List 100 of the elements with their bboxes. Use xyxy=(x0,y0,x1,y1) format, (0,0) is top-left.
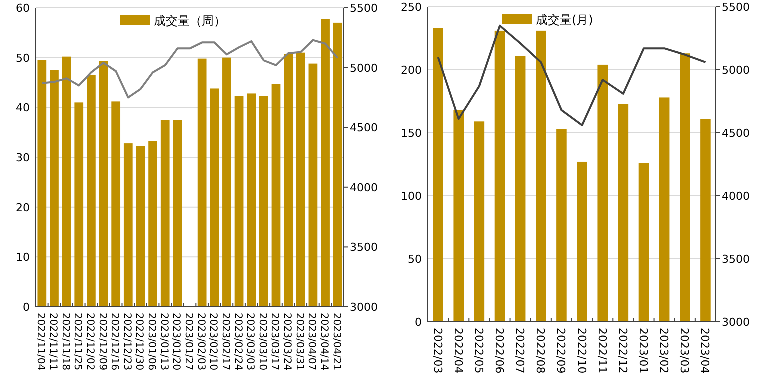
x-tick-label: 2023/01/13 xyxy=(158,313,170,371)
x-tick-label: 2022/07 xyxy=(514,328,527,374)
y2-tick-label: 5000 xyxy=(350,62,378,75)
x-tick-label: 2022/09 xyxy=(554,328,568,374)
x-tick-label: 2023/03/10 xyxy=(256,313,268,371)
bar xyxy=(38,60,47,307)
x-tick-label: 2022/12/09 xyxy=(96,313,108,371)
bar xyxy=(198,58,207,307)
y2-tick-label: 4000 xyxy=(722,190,750,203)
bar xyxy=(598,64,608,322)
x-tick-label: 2022/12/02 xyxy=(84,313,96,371)
bar xyxy=(308,64,318,307)
x-tick-label: 2022/04 xyxy=(452,328,465,374)
x-tick-label: 2022/11/04 xyxy=(35,313,46,371)
bar xyxy=(210,88,220,307)
x-tick-label: 2023/02/17 xyxy=(220,313,231,371)
x-tick-label: 2023/02/10 xyxy=(208,313,219,371)
y-tick-label: 30 xyxy=(16,152,30,164)
x-tick-label: 2022/12 xyxy=(616,328,630,374)
y-tick-label: 150 xyxy=(401,127,422,140)
x-tick-label: 2022/12/23 xyxy=(121,313,132,371)
bar xyxy=(680,54,690,322)
x-tick-label: 2022/11/11 xyxy=(47,313,58,371)
x-tick-label: 2023/01/06 xyxy=(146,313,158,371)
x-tick-label: 2023/01 xyxy=(637,328,650,374)
y-tick-label: 0 xyxy=(23,301,30,314)
x-tick-label: 2022/11 xyxy=(596,328,609,374)
x-tick-label: 2023/03/17 xyxy=(269,313,280,371)
bar xyxy=(556,129,567,322)
y-tick-label: 50 xyxy=(408,253,422,266)
x-tick-label: 2023/03/31 xyxy=(294,313,305,371)
legend-label: 成交量（周） xyxy=(154,14,226,28)
y-tick-label: 250 xyxy=(401,1,422,14)
x-tick-label: 2023/01/20 xyxy=(170,313,182,371)
bar xyxy=(50,70,59,307)
y-tick-label: 100 xyxy=(401,190,422,203)
bar xyxy=(124,144,133,307)
bar xyxy=(454,110,464,322)
y-tick-label: 50 xyxy=(16,52,30,65)
bar xyxy=(474,122,485,322)
bar xyxy=(234,96,244,307)
x-tick-label: 2022/05 xyxy=(472,328,486,374)
x-tick-label: 2023/02/03 xyxy=(195,313,206,371)
bar xyxy=(222,58,232,307)
bar xyxy=(321,19,330,307)
bar xyxy=(87,75,96,307)
x-tick-label: 2022/12/16 xyxy=(109,313,120,371)
bar xyxy=(659,98,670,322)
bar xyxy=(136,146,146,307)
y2-tick-label: 4500 xyxy=(722,127,750,140)
x-tick-label: 2023/04/14 xyxy=(318,313,330,371)
bar xyxy=(112,102,121,307)
y-tick-label: 10 xyxy=(16,251,30,264)
x-tick-label: 2022/03 xyxy=(431,328,444,374)
x-tick-label: 2022/11/25 xyxy=(72,313,84,371)
y2-tick-label: 4000 xyxy=(350,181,378,194)
x-tick-label: 2022/10 xyxy=(575,328,588,374)
bar xyxy=(247,94,256,307)
bar xyxy=(618,104,629,322)
bar xyxy=(536,30,546,322)
y-tick-label: 60 xyxy=(16,2,30,15)
bar xyxy=(74,102,84,307)
x-tick-label: 2023/02/24 xyxy=(232,313,244,371)
bar xyxy=(272,84,281,307)
y-tick-label: 0 xyxy=(415,316,422,329)
y2-tick-label: 5500 xyxy=(350,2,378,15)
x-tick-label: 2022/08 xyxy=(534,328,548,374)
y2-tick-label: 5500 xyxy=(722,1,750,14)
bar xyxy=(494,30,506,322)
bar xyxy=(284,54,293,307)
bar xyxy=(700,119,711,322)
x-tick-label: 2023/04 xyxy=(698,328,712,374)
x-tick-label: 2023/01/27 xyxy=(183,313,194,371)
bar xyxy=(160,120,170,307)
bar xyxy=(577,162,588,322)
line-series xyxy=(41,39,339,99)
y2-tick-label: 3500 xyxy=(722,253,750,266)
y-tick-label: 40 xyxy=(16,102,30,115)
y2-tick-label: 3000 xyxy=(350,301,378,314)
x-tick-label: 2023/02 xyxy=(658,328,671,374)
line-series xyxy=(437,24,707,126)
bar xyxy=(99,61,108,307)
y-tick-label: 200 xyxy=(401,64,422,77)
bar xyxy=(638,163,650,322)
y2-tick-label: 3500 xyxy=(350,241,378,254)
legend-label: 成交量(月) xyxy=(536,13,594,27)
bar xyxy=(62,56,72,307)
bar xyxy=(148,141,158,307)
bar xyxy=(259,96,268,307)
y2-tick-label: 5000 xyxy=(722,64,750,77)
bar xyxy=(296,52,306,307)
x-tick-label: 2022/12/30 xyxy=(134,313,145,371)
bar xyxy=(515,56,526,322)
x-tick-label: 2023/03/24 xyxy=(282,313,293,371)
x-tick-label: 2023/04/21 xyxy=(330,313,342,371)
bar xyxy=(433,28,444,322)
x-tick-label: 2022/11/18 xyxy=(60,313,71,371)
bar xyxy=(173,120,182,307)
bar xyxy=(333,22,342,307)
x-tick-label: 2023/03 xyxy=(678,328,692,374)
